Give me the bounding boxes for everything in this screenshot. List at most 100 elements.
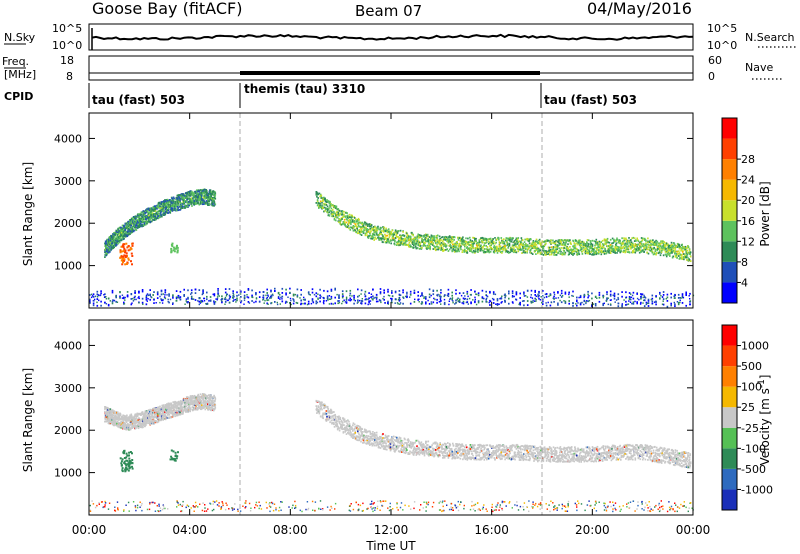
- data-pixel: [493, 250, 496, 253]
- ground-scatter-pixel: [213, 300, 215, 302]
- data-pixel: [557, 304, 559, 306]
- cpid-segment-1: tau (fast) 503: [92, 93, 185, 107]
- data-pixel: [115, 242, 117, 245]
- data-pixel: [201, 198, 203, 200]
- data-pixel: [472, 244, 474, 246]
- data-pixel: [471, 240, 474, 242]
- data-pixel: [130, 303, 133, 306]
- data-pixel: [467, 237, 469, 240]
- data-pixel: [670, 245, 672, 248]
- data-pixel: [357, 295, 359, 298]
- data-pixel: [464, 248, 466, 251]
- ground-scatter-pixel: [376, 296, 378, 299]
- data-pixel: [466, 298, 469, 301]
- ground-scatter-pixel: [271, 302, 273, 304]
- ground-scatter-pixel: [521, 300, 524, 302]
- ground-scatter-pixel: [427, 299, 429, 302]
- ground-scatter-pixel: [390, 300, 393, 302]
- ground-scatter-pixel: [212, 293, 214, 296]
- data-pixel: [403, 234, 406, 237]
- ground-scatter-pixel: [391, 295, 394, 297]
- data-pixel: [320, 197, 323, 199]
- data-pixel: [506, 250, 508, 252]
- data-pixel: [117, 227, 119, 230]
- data-pixel: [150, 214, 153, 216]
- date-title: 04/May/2016: [587, 0, 692, 18]
- ground-scatter-pixel: [399, 294, 402, 296]
- ground-scatter-pixel: [655, 300, 657, 302]
- data-pixel: [205, 200, 208, 202]
- data-pixel: [130, 298, 133, 300]
- data-pixel: [571, 251, 574, 254]
- ground-scatter-pixel: [216, 296, 219, 298]
- data-pixel: [458, 242, 461, 245]
- data-pixel: [584, 248, 586, 251]
- data-pixel: [652, 253, 655, 256]
- data-pixel: [354, 229, 357, 232]
- data-pixel: [522, 244, 525, 246]
- data-pixel: [123, 297, 125, 300]
- ground-scatter-pixel: [615, 299, 618, 301]
- data-pixel: [340, 219, 342, 222]
- data-pixel: [399, 234, 401, 237]
- data-pixel: [370, 226, 373, 229]
- data-pixel: [134, 215, 137, 218]
- data-pixel: [440, 245, 443, 248]
- data-pixel: [322, 199, 324, 202]
- data-pixel: [491, 241, 493, 243]
- ground-scatter-pixel: [320, 295, 322, 298]
- ground-scatter-pixel: [537, 296, 539, 298]
- data-pixel: [428, 288, 431, 291]
- data-pixel: [486, 238, 489, 241]
- data-pixel: [492, 291, 495, 293]
- data-pixel: [530, 248, 532, 251]
- data-pixel: [496, 238, 498, 241]
- data-pixel: [202, 190, 204, 192]
- data-pixel: [516, 241, 518, 244]
- data-pixel: [362, 225, 365, 228]
- ground-scatter-pixel: [380, 301, 382, 304]
- ground-scatter-pixel: [555, 297, 557, 299]
- data-pixel: [520, 241, 523, 244]
- data-pixel: [341, 210, 344, 213]
- data-pixel: [689, 253, 691, 255]
- data-pixel: [591, 249, 593, 252]
- ground-scatter-pixel: [267, 295, 269, 297]
- data-pixel: [173, 203, 175, 206]
- data-pixel: [156, 293, 159, 296]
- data-pixel: [385, 234, 387, 237]
- ground-scatter-pixel: [629, 301, 632, 303]
- data-pixel: [156, 297, 159, 299]
- data-pixel: [665, 254, 667, 256]
- data-pixel: [594, 244, 596, 247]
- data-pixel: [180, 195, 183, 197]
- data-pixel: [370, 230, 372, 232]
- data-pixel: [201, 193, 204, 196]
- data-pixel: [557, 252, 560, 254]
- data-pixel: [534, 294, 536, 296]
- data-pixel: [398, 237, 401, 239]
- data-pixel: [585, 247, 587, 249]
- ground-scatter-pixel: [160, 298, 162, 300]
- data-pixel: [564, 244, 567, 247]
- data-pixel: [378, 234, 380, 236]
- data-pixel: [511, 248, 513, 251]
- data-pixel: [453, 236, 456, 239]
- data-pixel: [189, 192, 191, 195]
- ground-scatter-pixel: [679, 299, 681, 302]
- data-pixel: [349, 289, 352, 292]
- data-pixel: [688, 259, 691, 261]
- data-pixel: [511, 245, 514, 248]
- data-pixel: [210, 191, 213, 193]
- data-pixel: [211, 200, 213, 203]
- data-pixel: [110, 238, 112, 240]
- data-pixel: [542, 254, 545, 256]
- ground-scatter-pixel: [553, 293, 556, 296]
- data-pixel: [455, 289, 457, 292]
- data-pixel: [125, 222, 128, 225]
- data-pixel: [439, 238, 441, 240]
- data-pixel: [348, 216, 351, 219]
- ground-scatter-pixel: [206, 303, 209, 305]
- ground-scatter-pixel: [115, 295, 117, 297]
- data-pixel: [341, 216, 344, 219]
